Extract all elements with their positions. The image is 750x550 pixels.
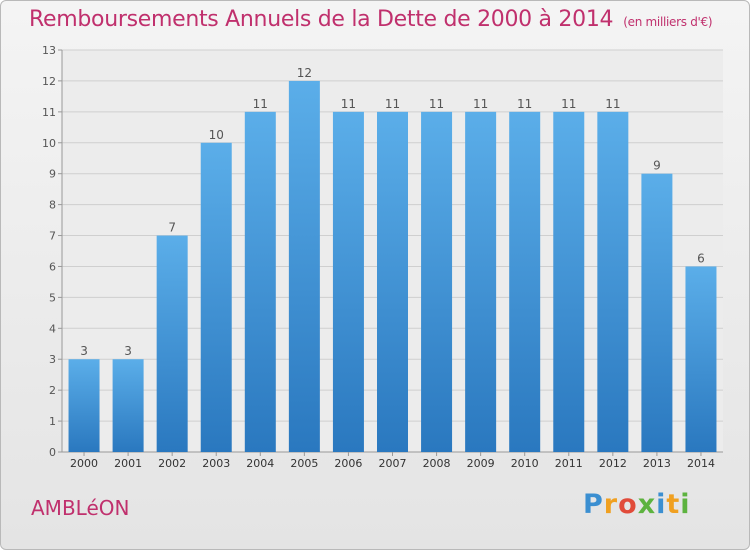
y-tick-label: 2 (49, 384, 56, 397)
y-tick-label: 6 (49, 260, 56, 273)
y-tick-label: 4 (49, 322, 56, 335)
data-label: 11 (385, 97, 400, 111)
chart-title: Remboursements Annuels de la Dette de 20… (29, 7, 713, 32)
bar (156, 235, 188, 452)
bar (200, 142, 232, 452)
logo-letter: r (603, 489, 619, 520)
x-tick-label: 2014 (687, 457, 715, 470)
logo-letter: t (666, 489, 681, 520)
bar (641, 173, 673, 452)
x-tick-label: 2007 (379, 457, 407, 470)
y-tick-label: 11 (42, 106, 56, 119)
data-label: 11 (561, 97, 576, 111)
x-tick-label: 2013 (643, 457, 671, 470)
x-tick-label: 2008 (423, 457, 451, 470)
data-label: 6 (697, 251, 705, 265)
bar (553, 111, 585, 452)
y-tick-label: 1 (49, 415, 56, 428)
data-label: 11 (253, 97, 268, 111)
data-label: 7 (168, 221, 176, 235)
y-tick-label: 5 (49, 291, 56, 304)
y-tick-label: 7 (49, 230, 56, 243)
bar (421, 111, 453, 452)
bar (597, 111, 629, 452)
bar (112, 359, 144, 452)
bar (244, 111, 276, 452)
data-label: 12 (297, 66, 312, 80)
data-label: 11 (517, 97, 532, 111)
bar (509, 111, 541, 452)
bar (288, 80, 320, 452)
bar (685, 266, 717, 452)
y-tick-label: 0 (49, 446, 56, 459)
data-label: 11 (341, 97, 356, 111)
y-tick-label: 13 (42, 44, 56, 57)
data-label: 11 (473, 97, 488, 111)
x-tick-label: 2003 (202, 457, 230, 470)
data-label: 10 (209, 128, 224, 142)
logo-letter: i (680, 489, 691, 520)
bar (68, 359, 100, 452)
y-tick-label: 8 (49, 199, 56, 212)
y-tick-label: 10 (42, 137, 56, 150)
x-tick-label: 2002 (158, 457, 186, 470)
x-tick-label: 2004 (246, 457, 274, 470)
logo-letter: o (618, 489, 638, 520)
y-tick-label: 12 (42, 75, 56, 88)
bar (377, 111, 408, 452)
logo-letter: x (637, 489, 657, 520)
x-tick-label: 2012 (599, 457, 627, 470)
x-tick-label: 2001 (114, 457, 142, 470)
data-label: 3 (80, 344, 88, 358)
chart-subtitle: (en milliers d'€) (623, 15, 713, 29)
y-tick-label: 3 (49, 353, 56, 366)
commune-name: AMBLéON (31, 496, 130, 520)
data-label: 9 (653, 159, 661, 173)
x-tick-label: 2005 (290, 457, 318, 470)
data-label: 3 (124, 344, 132, 358)
bar (465, 111, 497, 452)
x-tick-label: 2000 (70, 457, 98, 470)
data-label: 11 (605, 97, 620, 111)
title-text: Remboursements Annuels de la Dette de 20… (29, 7, 614, 32)
data-label: 11 (429, 97, 444, 111)
x-tick-label: 2006 (334, 457, 362, 470)
x-tick-label: 2010 (511, 457, 539, 470)
logo-letter: i (656, 489, 667, 520)
logo-letter: P (583, 489, 604, 520)
y-tick-label: 9 (49, 168, 56, 181)
bar (332, 111, 364, 452)
x-tick-label: 2009 (467, 457, 495, 470)
proxiti-logo: Proxiti (583, 489, 691, 520)
x-tick-label: 2011 (555, 457, 583, 470)
